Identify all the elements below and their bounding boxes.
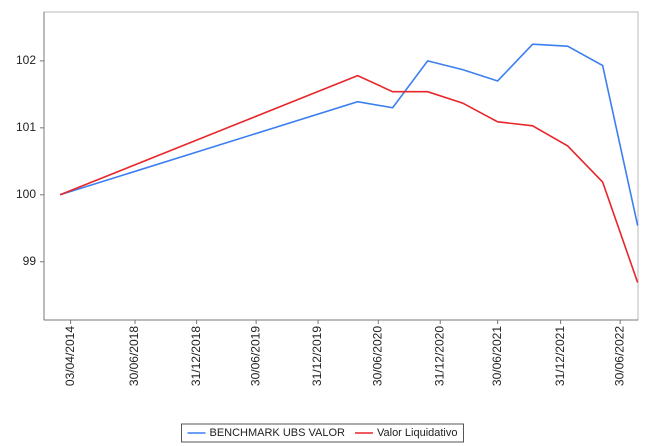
- x-tick-label: 30/06/2021: [490, 326, 504, 386]
- x-tick-label: 31/12/2018: [189, 326, 203, 386]
- x-tick-label: 31/12/2021: [553, 326, 567, 386]
- x-tick-label: 30/06/2018: [127, 326, 141, 386]
- x-tick-label: 30/06/2022: [612, 326, 626, 386]
- x-tick-label: 30/06/2020: [370, 326, 384, 386]
- series-line: [59, 43, 639, 226]
- x-tick-label: 03/04/2014: [63, 326, 77, 386]
- legend-box: [180, 423, 465, 443]
- y-tick-label: 101: [16, 120, 36, 134]
- series-line: [59, 74, 639, 283]
- y-tick-label: 102: [16, 53, 36, 67]
- legend: BENCHMARK UBS VALOR Valor Liquidativo: [180, 423, 465, 443]
- y-tick-label: 100: [16, 187, 36, 201]
- x-tick-label: 31/12/2019: [310, 326, 324, 386]
- legend-label: BENCHMARK UBS VALOR: [209, 427, 345, 439]
- x-tick-label: 30/06/2019: [248, 326, 262, 386]
- x-tick-label: 31/12/2020: [432, 326, 446, 386]
- y-tick-label: 99: [23, 254, 37, 268]
- legend-label: Valor Liquidativo: [377, 427, 458, 439]
